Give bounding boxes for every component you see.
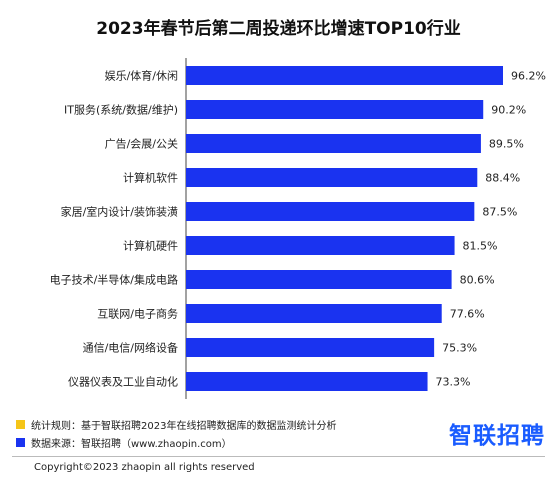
category-label: 广告/会展/公关 [105, 137, 178, 151]
value-label: 80.6% [460, 274, 495, 287]
zhaopin-logo: 智联招聘 [449, 423, 545, 449]
value-label: 77.6% [450, 308, 485, 321]
category-label: IT服务(系统/数据/维护) [64, 103, 178, 117]
bar [186, 202, 475, 221]
value-label: 96.2% [511, 70, 546, 83]
bar [186, 134, 481, 153]
category-label: 家居/室内设计/装饰装潢 [61, 205, 178, 219]
category-label: 计算机软件 [123, 171, 178, 185]
value-label: 75.3% [442, 342, 477, 355]
bar [186, 168, 478, 187]
legend-source: 数据来源：智联招聘（www.zhaopin.com） [16, 435, 232, 450]
footer-divider [12, 456, 545, 457]
category-label: 娱乐/体育/休闲 [105, 69, 178, 83]
value-label: 90.2% [491, 104, 526, 117]
bar [186, 270, 452, 289]
value-label: 88.4% [485, 172, 520, 185]
bar [186, 66, 503, 85]
bar-chart: 娱乐/体育/休闲 96.2% IT服务(系统/数据/维护) 90.2% 广告/会展/公关… [50, 58, 546, 399]
legend-source-swatch [16, 438, 25, 447]
value-label: 81.5% [463, 240, 498, 253]
category-label: 通信/电信/网络设备 [83, 341, 178, 355]
value-label: 87.5% [482, 206, 517, 219]
legend-rule-text: 统计规则：基于智联招聘2023年在线招聘数据库的数据监测统计分析 [31, 421, 337, 432]
chart-title: 2023年春节后第二周投递环比增速TOP10行业 [96, 19, 461, 39]
legend-source-text: 数据来源：智联招聘（www.zhaopin.com） [31, 439, 232, 450]
copyright-text: Copyright©2023 zhaopin all rights reserv… [34, 462, 255, 473]
category-label: 互联网/电子商务 [97, 307, 178, 321]
value-label: 73.3% [436, 376, 471, 389]
legend-rule-swatch [16, 420, 25, 429]
bar [186, 100, 484, 119]
category-label: 电子技术/半导体/集成电路 [50, 273, 178, 287]
category-label: 仪器仪表及工业自动化 [68, 375, 178, 389]
value-label: 89.5% [489, 138, 524, 151]
bar [186, 338, 435, 357]
legend-rule: 统计规则：基于智联招聘2023年在线招聘数据库的数据监测统计分析 [16, 417, 336, 432]
category-label: 计算机硬件 [123, 239, 178, 253]
bar [186, 236, 455, 255]
bar [186, 372, 428, 391]
bar [186, 304, 442, 323]
